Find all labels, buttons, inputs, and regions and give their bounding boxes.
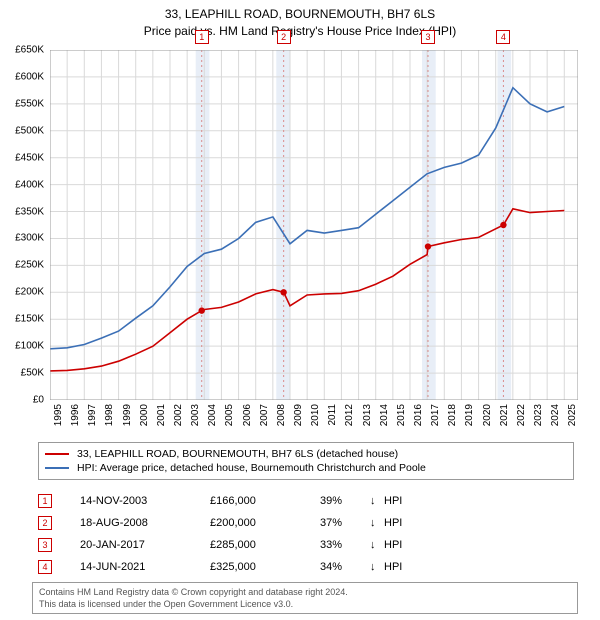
sale-marker-3: 3 [421,30,435,44]
down-arrow-icon: ↓ [370,561,384,573]
sale-row: 3 20-JAN-2017£285,00033%↓HPI [38,534,402,556]
sale-price: £200,000 [210,517,320,529]
y-axis-label: £500K [15,125,44,136]
sale-marker-2: 2 [277,30,291,44]
sale-row: 1 14-NOV-2003£166,00039%↓HPI [38,490,402,512]
sale-hpi-label: HPI [384,517,402,529]
x-axis-label: 2013 [362,404,373,426]
x-axis-label: 1995 [53,404,64,426]
x-axis-label: 2019 [464,404,475,426]
x-axis-label: 1997 [87,404,98,426]
y-axis-label: £250K [15,260,44,271]
sale-marker-1: 1 [195,30,209,44]
x-axis-label: 1998 [104,404,115,426]
y-axis-label: £450K [15,152,44,163]
x-axis-label: 1996 [70,404,81,426]
sale-date: 20-JAN-2017 [80,539,210,551]
sale-pct: 39% [320,495,370,507]
sale-price: £285,000 [210,539,320,551]
down-arrow-icon: ↓ [370,517,384,529]
x-axis-label: 2023 [533,404,544,426]
legend-item-hpi: HPI: Average price, detached house, Bour… [45,461,567,475]
x-axis-label: 2017 [430,404,441,426]
sale-hpi-label: HPI [384,561,402,573]
sale-row-marker: 4 [38,560,52,574]
x-axis-label: 2007 [259,404,270,426]
x-axis-label: 2001 [156,404,167,426]
sale-row: 2 18-AUG-2008£200,00037%↓HPI [38,512,402,534]
sale-pct: 34% [320,561,370,573]
sale-row-marker: 3 [38,538,52,552]
y-axis-label: £650K [15,45,44,56]
x-axis-label: 1999 [122,404,133,426]
x-axis-label: 2024 [550,404,561,426]
sale-price: £325,000 [210,561,320,573]
title-address: 33, LEAPHILL ROAD, BOURNEMOUTH, BH7 6LS [0,6,600,23]
x-axis-label: 2014 [379,404,390,426]
x-axis-label: 2015 [396,404,407,426]
y-axis-label: £400K [15,179,44,190]
sale-row: 4 14-JUN-2021£325,00034%↓HPI [38,556,402,578]
legend-label-hpi: HPI: Average price, detached house, Bour… [77,462,426,474]
legend-swatch-hpi [45,467,69,469]
x-axis-label: 2022 [516,404,527,426]
down-arrow-icon: ↓ [370,539,384,551]
sale-marker-4: 4 [496,30,510,44]
x-axis-label: 2008 [276,404,287,426]
sale-pct: 33% [320,539,370,551]
y-axis-label: £200K [15,287,44,298]
x-axis-label: 2003 [190,404,201,426]
y-axis-label: £550K [15,98,44,109]
x-axis-label: 2006 [242,404,253,426]
x-axis-label: 2000 [139,404,150,426]
line-chart [50,50,578,400]
y-axis-label: £600K [15,71,44,82]
y-axis-label: £350K [15,206,44,217]
x-axis-label: 2018 [447,404,458,426]
footer-line1: Contains HM Land Registry data © Crown c… [39,586,571,598]
x-axis-label: 2025 [567,404,578,426]
sale-pct: 37% [320,517,370,529]
x-axis-label: 2012 [344,404,355,426]
x-axis-label: 2021 [499,404,510,426]
x-axis-label: 2020 [482,404,493,426]
x-axis-label: 2011 [327,404,338,426]
legend-swatch-property [45,453,69,455]
sale-price: £166,000 [210,495,320,507]
sale-hpi-label: HPI [384,539,402,551]
x-axis-label: 2004 [207,404,218,426]
legend-label-property: 33, LEAPHILL ROAD, BOURNEMOUTH, BH7 6LS … [77,448,398,460]
sale-hpi-label: HPI [384,495,402,507]
sale-events-table: 114-NOV-2003£166,00039%↓HPI218-AUG-2008£… [38,490,402,578]
sale-date: 14-JUN-2021 [80,561,210,573]
x-axis-label: 2010 [310,404,321,426]
down-arrow-icon: ↓ [370,495,384,507]
y-axis-label: £0 [33,395,44,406]
y-axis-label: £100K [15,341,44,352]
sale-row-marker: 1 [38,494,52,508]
sale-date: 14-NOV-2003 [80,495,210,507]
chart-area: £0£50K£100K£150K£200K£250K£300K£350K£400… [50,50,578,400]
footer-attribution: Contains HM Land Registry data © Crown c… [32,582,578,614]
x-axis-label: 2005 [224,404,235,426]
footer-line2: This data is licensed under the Open Gov… [39,598,571,610]
y-axis-label: £50K [21,368,44,379]
y-axis-label: £150K [15,314,44,325]
x-axis-label: 2009 [293,404,304,426]
x-axis-label: 2002 [173,404,184,426]
legend-item-property: 33, LEAPHILL ROAD, BOURNEMOUTH, BH7 6LS … [45,447,567,461]
y-axis-label: £300K [15,233,44,244]
x-axis-label: 2016 [413,404,424,426]
sale-date: 18-AUG-2008 [80,517,210,529]
sale-row-marker: 2 [38,516,52,530]
legend: 33, LEAPHILL ROAD, BOURNEMOUTH, BH7 6LS … [38,442,574,480]
